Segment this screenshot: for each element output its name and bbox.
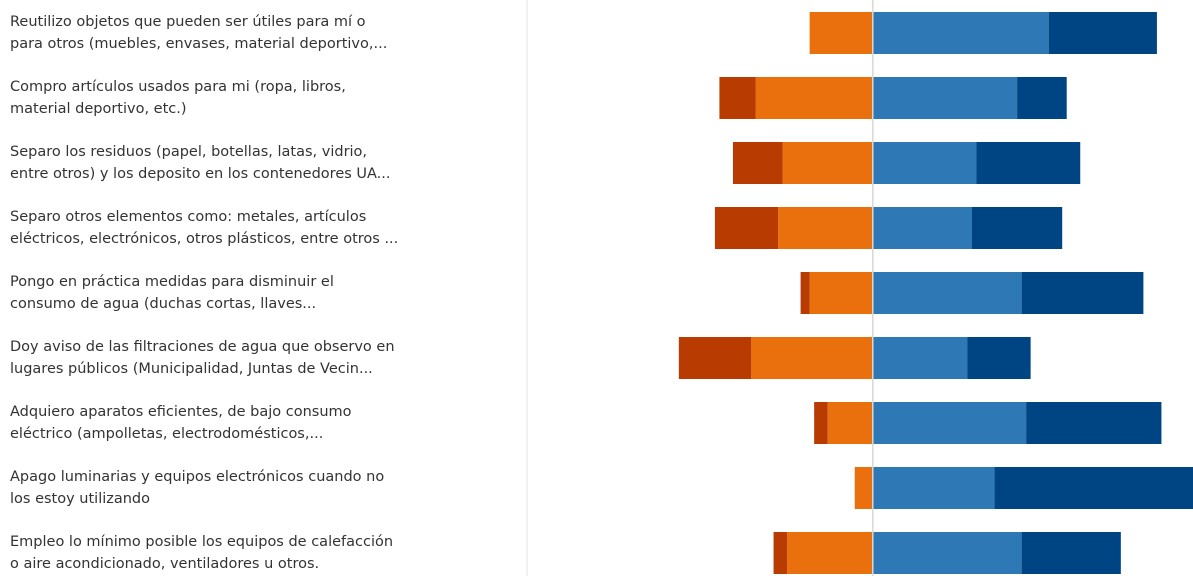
category-label: Separo los residuos (papel, botellas, la… — [10, 144, 367, 160]
category-label: Doy aviso de las filtraciones de agua qu… — [10, 339, 395, 355]
category-label: Compro artículos usados para mi (ropa, l… — [10, 79, 346, 95]
bar-segment — [751, 337, 873, 379]
bars — [678, 12, 1193, 574]
bar-segment — [872, 402, 1027, 444]
category-label: los estoy utilizando — [10, 491, 150, 507]
bar-segment — [872, 142, 977, 184]
bar-segment — [872, 272, 1022, 314]
category-label: Adquiero aparatos eficientes, de bajo co… — [10, 404, 352, 420]
bar-segment — [872, 337, 968, 379]
bar-segment — [1021, 532, 1121, 574]
category-label: entre otros) y los deposito en los conte… — [10, 166, 391, 182]
bar-segment — [719, 77, 756, 119]
category-label: Apago luminarias y equipos electrónicos … — [10, 469, 384, 485]
category-label: Pongo en práctica medidas para disminuir… — [10, 274, 334, 290]
bar-segment — [854, 467, 873, 509]
bar-segment — [678, 337, 751, 379]
bar-segment — [714, 207, 779, 249]
category-label: Separo otros elementos como: metales, ar… — [10, 209, 366, 225]
bar-segment — [827, 402, 873, 444]
bar-segment — [778, 207, 873, 249]
bar-segment — [1017, 77, 1067, 119]
category-label: eléctricos, electrónicos, otros plástico… — [10, 231, 398, 247]
bar-segment — [800, 272, 810, 314]
bar-segment — [732, 142, 783, 184]
bar-segment — [809, 272, 873, 314]
category-label: Reutilizo objetos que pueden ser útiles … — [10, 14, 366, 30]
bar-segment — [814, 402, 828, 444]
bar-segment — [872, 77, 1018, 119]
bar-segment — [755, 77, 873, 119]
bar-segment — [1021, 272, 1144, 314]
bar-segment — [1048, 12, 1157, 54]
bar-segment — [782, 142, 873, 184]
category-label: material deportivo, etc.) — [10, 101, 187, 117]
bar-segment — [1026, 402, 1162, 444]
category-label: eléctrico (ampolletas, electrodomésticos… — [10, 426, 323, 442]
category-label: consumo de agua (duchas cortas, llaves..… — [10, 296, 316, 312]
category-label: lugares públicos (Municipalidad, Juntas … — [10, 361, 373, 377]
bar-segment — [773, 532, 788, 574]
bar-segment — [787, 532, 873, 574]
bar-segment — [967, 337, 1031, 379]
bar-segment — [872, 532, 1022, 574]
bar-segment — [872, 12, 1049, 54]
category-label: o aire acondicionado, ventiladores u otr… — [10, 556, 319, 572]
bar-segment — [809, 12, 873, 54]
bar-segment — [872, 467, 995, 509]
bar-segment — [972, 207, 1063, 249]
bar-segment — [994, 467, 1193, 509]
bar-segment — [976, 142, 1081, 184]
bar-segment — [872, 207, 972, 249]
category-label: Empleo lo mínimo posible los equipos de … — [10, 534, 393, 550]
category-label: para otros (muebles, envases, material d… — [10, 36, 387, 52]
